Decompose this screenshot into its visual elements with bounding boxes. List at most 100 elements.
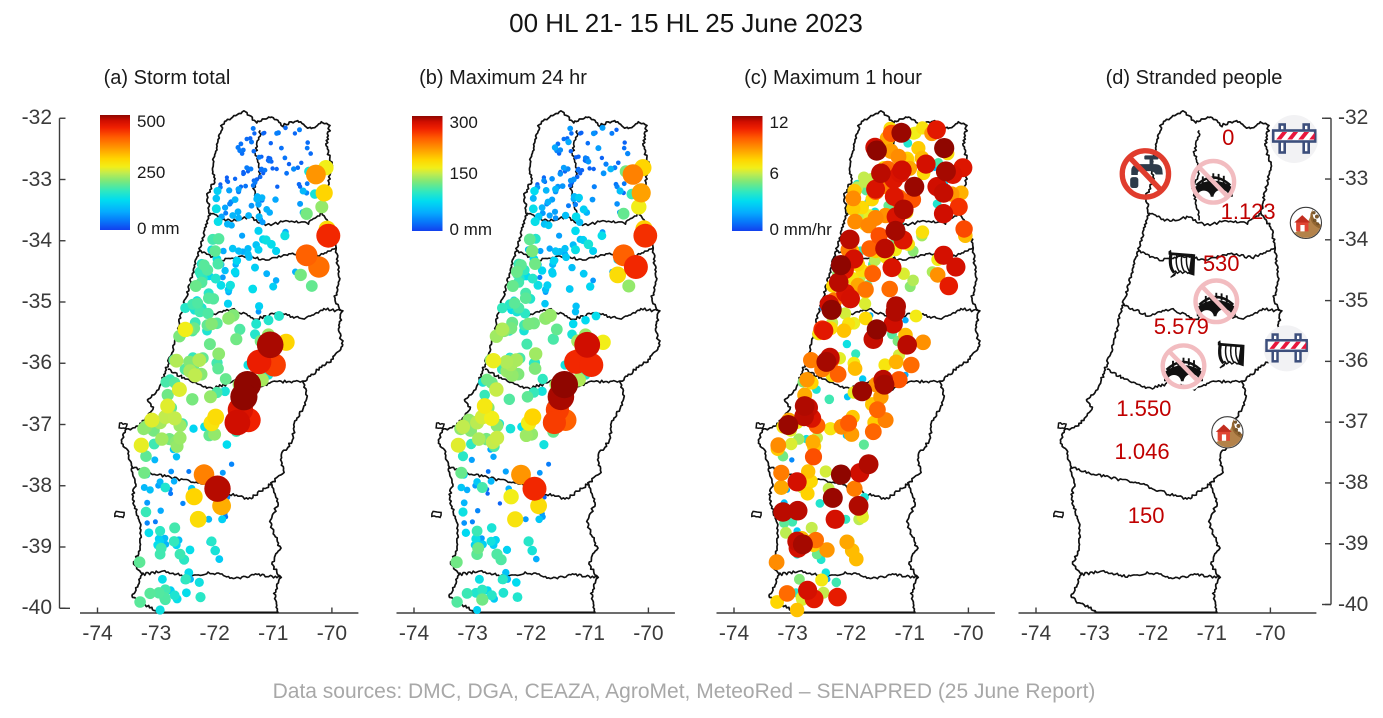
station-point bbox=[819, 465, 832, 478]
station-point bbox=[248, 136, 253, 141]
x-tick-label: -74 bbox=[718, 622, 750, 645]
station-point bbox=[606, 165, 614, 173]
station-point bbox=[557, 147, 563, 153]
station-point bbox=[248, 284, 258, 294]
station-point bbox=[506, 511, 523, 528]
station-point bbox=[133, 437, 150, 453]
station-point bbox=[821, 299, 842, 320]
station-point bbox=[599, 155, 604, 161]
station-point bbox=[155, 605, 165, 615]
station-point bbox=[778, 585, 796, 602]
station-point bbox=[471, 432, 486, 446]
station-point bbox=[189, 280, 202, 293]
station-point bbox=[253, 195, 261, 203]
station-point bbox=[255, 213, 263, 221]
stranded-count: 5.579 bbox=[1153, 314, 1209, 340]
station-point bbox=[613, 127, 619, 133]
station-point bbox=[295, 165, 301, 171]
station-point bbox=[244, 165, 250, 171]
station-point bbox=[230, 267, 240, 277]
station-point bbox=[777, 415, 798, 436]
station-point bbox=[933, 183, 954, 203]
panel-c-title: (c) Maximum 1 hour bbox=[744, 67, 922, 89]
station-point bbox=[858, 297, 871, 310]
station-point bbox=[588, 247, 597, 256]
station-point bbox=[839, 534, 855, 550]
station-point bbox=[617, 207, 630, 220]
station-point bbox=[258, 174, 263, 180]
station-point bbox=[624, 150, 631, 157]
station-point bbox=[249, 139, 255, 145]
station-point bbox=[578, 130, 584, 136]
station-point bbox=[226, 187, 233, 194]
stranded-count: 1.123 bbox=[1220, 198, 1276, 224]
station-point bbox=[489, 453, 497, 461]
station-point bbox=[528, 204, 538, 214]
x-tick-label: -73 bbox=[140, 622, 172, 645]
station-point bbox=[238, 141, 244, 147]
station-point bbox=[860, 240, 878, 258]
station-point bbox=[177, 321, 194, 338]
station-point bbox=[542, 410, 566, 435]
station-point bbox=[528, 257, 541, 271]
station-point bbox=[488, 382, 504, 397]
station-point bbox=[575, 154, 581, 159]
station-point bbox=[216, 280, 226, 290]
station-point bbox=[838, 307, 851, 320]
station-point bbox=[213, 187, 222, 196]
station-point bbox=[254, 226, 263, 235]
station-point bbox=[530, 217, 540, 227]
station-point bbox=[866, 319, 887, 340]
station-point bbox=[535, 515, 543, 524]
station-point bbox=[250, 126, 256, 132]
station-point bbox=[161, 388, 174, 402]
station-point bbox=[225, 280, 236, 290]
station-point bbox=[497, 501, 502, 506]
colorbar-c bbox=[732, 116, 763, 231]
station-point bbox=[283, 125, 288, 131]
station-point bbox=[272, 277, 280, 284]
station-point bbox=[779, 526, 792, 539]
station-point bbox=[933, 204, 953, 224]
station-point bbox=[460, 499, 468, 507]
station-point bbox=[857, 171, 870, 184]
station-point bbox=[787, 472, 807, 492]
station-point bbox=[498, 587, 508, 598]
station-point bbox=[840, 289, 860, 309]
station-point bbox=[457, 483, 465, 492]
station-point bbox=[590, 130, 597, 137]
colorbar-b-label-bottom: 0 mm bbox=[449, 219, 493, 239]
station-point bbox=[770, 437, 786, 454]
y-tick-label-left: -33 bbox=[21, 167, 52, 191]
station-point bbox=[851, 381, 872, 402]
station-point bbox=[212, 258, 224, 270]
station-point bbox=[850, 349, 860, 359]
station-point bbox=[949, 197, 968, 216]
station-point bbox=[510, 464, 531, 485]
station-point bbox=[573, 331, 600, 358]
station-point bbox=[540, 299, 549, 308]
x-tick-label: -73 bbox=[1079, 622, 1110, 645]
station-point bbox=[241, 171, 246, 177]
y-tick-label-right: -38 bbox=[1338, 470, 1369, 494]
station-point bbox=[169, 353, 184, 368]
station-point bbox=[506, 280, 519, 293]
station-point bbox=[800, 486, 815, 501]
station-point bbox=[621, 279, 635, 293]
station-point bbox=[888, 354, 904, 370]
panel-d-title: (d) Stranded people bbox=[1105, 67, 1283, 89]
station-point bbox=[169, 522, 181, 534]
colorbar-a-label-mid: 250 bbox=[137, 162, 166, 182]
station-point bbox=[548, 176, 555, 182]
station-point bbox=[885, 220, 906, 241]
station-point bbox=[496, 302, 508, 314]
station-point bbox=[571, 308, 579, 316]
station-point bbox=[787, 500, 808, 521]
station-point bbox=[847, 361, 863, 376]
station-point bbox=[622, 164, 643, 185]
station-point bbox=[297, 200, 304, 207]
station-point bbox=[521, 391, 533, 403]
station-point bbox=[874, 374, 895, 395]
x-tick-label: -74 bbox=[82, 622, 113, 645]
station-point bbox=[268, 141, 274, 146]
